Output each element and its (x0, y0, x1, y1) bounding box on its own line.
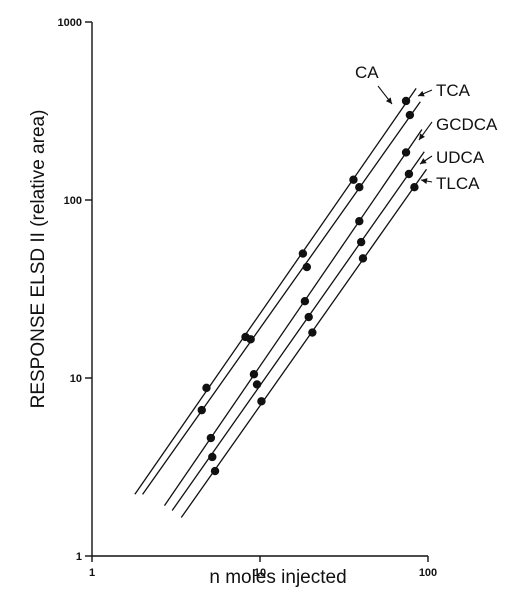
data-point-ca (298, 249, 308, 258)
data-point-gcdca (355, 217, 364, 226)
y-tick-label: 1000 (58, 17, 82, 29)
data-point-tca (197, 405, 206, 415)
data-point-udca (304, 312, 313, 322)
series-lines (134, 88, 428, 518)
data-point-gcdca (300, 297, 310, 306)
data-point-tlca (410, 183, 419, 192)
series-label-tca: TCA (436, 81, 471, 100)
data-point-udca (356, 237, 366, 247)
data-point-ca (401, 96, 411, 106)
series-line-tlca (180, 168, 428, 518)
y-tick-label: 100 (64, 195, 82, 207)
data-point-tca (355, 183, 364, 192)
arrowhead-tlca (421, 178, 428, 185)
series-labels: CA TCA GCDCA UDCA TLCA (355, 63, 498, 193)
data-point-gcdca (206, 433, 216, 443)
series-label-ca: CA (355, 63, 379, 82)
x-tick-label: 10 (254, 567, 266, 579)
series-line-ca (134, 88, 417, 495)
y-tick-label: 1 (76, 551, 82, 563)
tick-marks (85, 21, 429, 562)
data-points (197, 96, 419, 476)
data-point-tlca (308, 328, 317, 337)
arrowhead-gcdca (419, 133, 425, 140)
data-point-tca (302, 262, 312, 272)
arrowhead-udca (420, 158, 427, 164)
data-point-udca (404, 169, 414, 179)
tick-labels: 1 10 100 1000 1 10 100 (58, 17, 438, 579)
axes (91, 22, 428, 557)
series-line-tca (142, 101, 421, 495)
data-point-ca (349, 175, 358, 184)
data-point-tca (405, 110, 415, 120)
data-point-tlca (210, 466, 220, 476)
y-tick-label: 10 (70, 373, 82, 385)
series-line-udca (171, 151, 425, 511)
data-point-gcdca (249, 370, 259, 379)
series-label-gcdca: GCDCA (436, 115, 498, 134)
arrowhead-ca (385, 97, 392, 104)
x-tick-label: 100 (419, 567, 437, 579)
data-point-ca (202, 383, 211, 393)
x-axis-title: n moles injected (209, 567, 346, 588)
arrowhead-tca (418, 90, 425, 97)
data-point-udca (252, 380, 262, 389)
series-label-tlca: TLCA (436, 174, 480, 193)
data-point-tca (246, 335, 255, 344)
data-point-udca (208, 452, 217, 462)
series-line-gcdca (163, 129, 423, 507)
y-axis-title: RESPONSE ELSD II (relative area) (28, 110, 49, 409)
data-point-tlca (358, 254, 368, 263)
data-point-tlca (257, 397, 266, 406)
series-label-udca: UDCA (436, 148, 485, 167)
data-point-gcdca (401, 148, 411, 157)
x-tick-label: 1 (89, 567, 95, 579)
